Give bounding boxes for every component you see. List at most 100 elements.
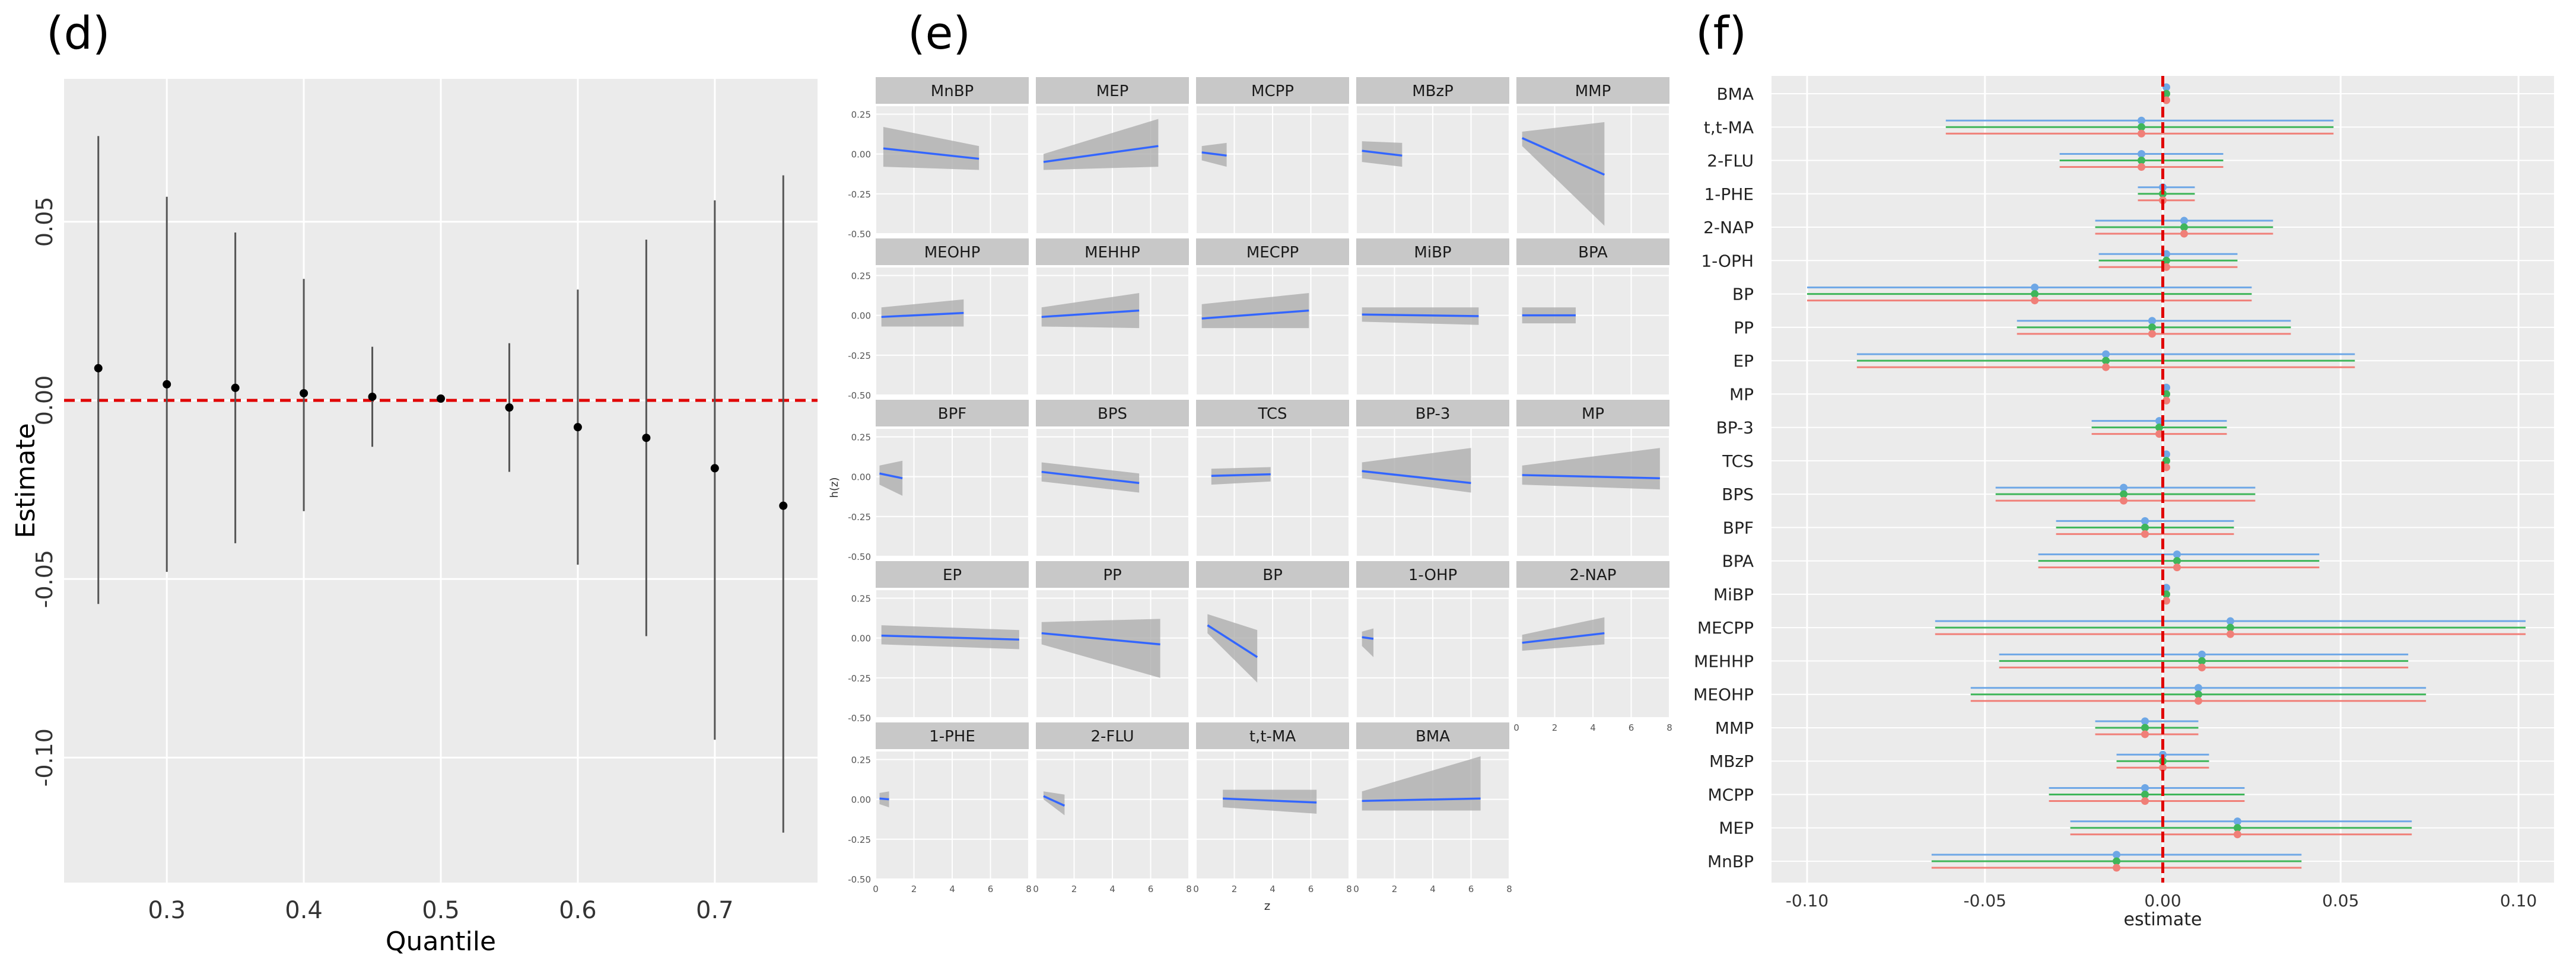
panel-e-facet-MP: MP: [1516, 400, 1670, 557]
panel-e-trend-line: [1043, 145, 1159, 163]
panel-e-facet-strip: [1036, 400, 1189, 426]
panel-e-facet-strip: [1036, 238, 1189, 265]
panel-e-trend-line: [1521, 137, 1605, 176]
panel-e-trend-line: [1211, 473, 1271, 477]
panel-d-y-tick-label: 0.05: [31, 197, 58, 247]
panel-f-point: [2138, 129, 2146, 138]
panel-f-point: [2197, 650, 2206, 658]
panel-e-facet-BMA: BMA 0 2 4 6 8: [1353, 722, 1512, 894]
panel-f-point: [2197, 657, 2206, 665]
panel-f-x-tick-label: 0.05: [2322, 891, 2359, 910]
panel-f-row-label: MEHHP: [1694, 651, 1754, 671]
panel-f-row-label: TCS: [1722, 451, 1754, 471]
panel-e-facet-strip: [876, 77, 1029, 104]
panel-f-row-label: MMP: [1715, 718, 1754, 738]
panel-f-row-label: 2-FLU: [1707, 151, 1754, 171]
panel-f-point: [2155, 424, 2164, 432]
panel-f-row-label: MnBP: [1707, 852, 1754, 871]
panel-f-point: [2141, 717, 2149, 725]
panel-f-point: [2162, 96, 2170, 104]
panel-e-confidence-band: [1207, 614, 1258, 683]
panel-f-row-label: MiBP: [1713, 585, 1754, 604]
panel-e-facet-strip: [1516, 561, 1669, 588]
panel-e-facet-title: MMP: [1575, 82, 1611, 100]
panel-e-facet-strip: [1356, 238, 1509, 265]
panel-e-facet-BP-3: BP-3: [1356, 400, 1510, 557]
panel-e-facet-title: MCPP: [1251, 82, 1294, 100]
panel-e-trend-line: [1223, 797, 1317, 804]
panel-d-y-tick-label: -0.10: [31, 728, 58, 786]
panel-e-x-tick-label: 4: [1270, 884, 1276, 894]
panel-d-point: [300, 389, 309, 397]
panel-f-point: [2141, 730, 2149, 738]
panel-e-facet-MCPP: MCPP: [1195, 77, 1350, 234]
panel-e-x-tick-label: 8: [1346, 884, 1352, 894]
panel-e-y-tick-label: -0.50: [848, 874, 871, 885]
panel-e-facet-title: MECPP: [1246, 244, 1299, 262]
panel-f-x-tick-label: -0.10: [1786, 891, 1828, 910]
panel-f-point: [2120, 483, 2128, 492]
panel-e-facet-BPA: BPA: [1516, 238, 1670, 396]
panel-f-point: [2180, 216, 2188, 225]
panel-e-facet-title: MEHHP: [1085, 244, 1140, 262]
panel-f-point: [2226, 623, 2234, 632]
panel-e-facet-title: BP-3: [1416, 405, 1451, 423]
panel-f-point: [2155, 417, 2164, 425]
panel-e-y-tick-label: 0.25: [851, 270, 871, 281]
panel-e-facet-MnBP: MnBP 0.25 0.00 -0.25 -0.50: [848, 77, 1029, 240]
panel-e-facet-title: MEOHP: [924, 244, 981, 262]
panel-f-point: [2120, 496, 2128, 505]
panel-e-trend-line: [1043, 795, 1066, 807]
panel-f-point: [2162, 396, 2170, 405]
panel-f-point: [2141, 530, 2149, 538]
panel-e-trend-line: [1362, 313, 1479, 317]
panel-e-facet-strip: [1356, 561, 1509, 588]
panel-e-facet-EP: EP 0.25 0.00 -0.25 -0.50: [848, 561, 1029, 724]
panel-e-trend-line: [1362, 636, 1374, 640]
panel-e-x-tick-label: 0: [1513, 722, 1519, 733]
panel-d-y-tick-label: -0.05: [31, 550, 58, 608]
panel-e-confidence-band: [1041, 293, 1140, 329]
panel-f-row-label: EP: [1733, 351, 1754, 371]
panel-e-facet-title: MiBP: [1414, 244, 1451, 262]
panel-f-row-label: MCPP: [1708, 785, 1754, 804]
panel-f-point: [2138, 163, 2146, 171]
panel-f-row-label: BP: [1732, 285, 1754, 304]
panel-f-point: [2162, 584, 2170, 592]
panel-f-point: [2173, 557, 2181, 565]
panel-e-y-tick-label: 0.25: [851, 109, 871, 120]
panel-f-point: [2173, 550, 2181, 559]
panel-f-point: [2194, 690, 2202, 699]
panel-f-point: [2148, 330, 2157, 338]
panel-d-point: [231, 383, 240, 392]
panel-e-facet-PP: PP: [1035, 561, 1190, 718]
panel-e-facet-title: PP: [1103, 566, 1121, 584]
panel-e-x-tick-label: 2: [911, 884, 917, 894]
panel-e-x-tick-label: 8: [1667, 722, 1672, 733]
panel-f-row-label: MP: [1729, 384, 1754, 404]
panel-e-trend-line: [1201, 309, 1309, 320]
panel-e-x-tick-label: 2: [1232, 884, 1238, 894]
panel-e-facet-strip: [1196, 400, 1349, 426]
panel-f-row-label: BPS: [1722, 485, 1754, 504]
panel-d-y-tick-label: 0.00: [31, 375, 58, 426]
panel-e-facet-title: BPA: [1578, 244, 1608, 262]
panel-e-facet-strip: [1036, 722, 1189, 749]
panel-e-facet-BP: BP: [1195, 561, 1350, 718]
panel-e-y-tick-label: 0.00: [851, 311, 871, 321]
panel-f-point: [2180, 223, 2188, 231]
panel-e-facet-BPS: BPS: [1035, 400, 1190, 557]
panel-f-row-label: MEOHP: [1693, 685, 1754, 705]
panel-e-confidence-band: [1041, 619, 1160, 678]
panel-e-facet-strip: [876, 561, 1029, 588]
panel-e-trend-line: [1522, 632, 1605, 644]
panel-e-y-tick-label: 0.25: [851, 593, 871, 604]
panel-e-y-axis-label: h(z): [828, 477, 841, 498]
panel-f-point: [2138, 157, 2146, 165]
panel-d-x-tick-label: 0.7: [696, 897, 734, 924]
panel-e-y-tick-label: 0.25: [851, 432, 871, 442]
panel-d-x-tick-label: 0.4: [285, 897, 323, 924]
panel-d-point: [437, 394, 445, 403]
panel-f-x-tick-label: -0.05: [1964, 891, 2006, 910]
